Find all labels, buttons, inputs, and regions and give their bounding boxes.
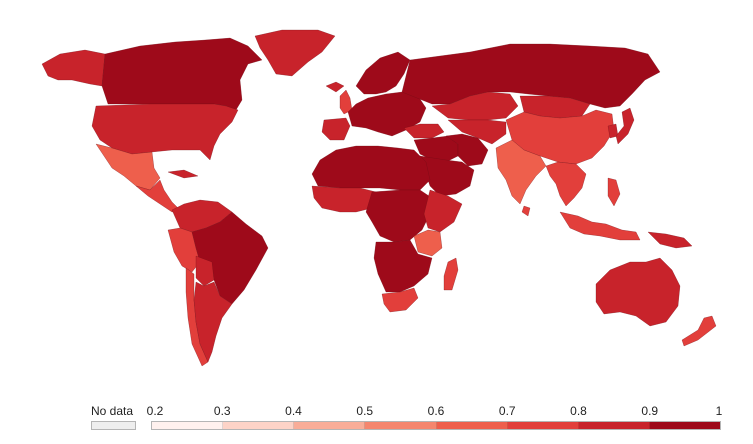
region-north-africa: [311, 145, 431, 191]
region-cuba: [167, 169, 199, 179]
legend-color-scale: [151, 421, 721, 430]
region-europe: [347, 91, 427, 137]
region-madagascar: [443, 257, 459, 291]
legend-tick-label: 0.3: [213, 404, 231, 418]
region-saudi-arabia: [419, 155, 475, 197]
legend-bin-8: [649, 422, 720, 429]
region-brazil: [191, 211, 269, 305]
region-greenland: [254, 29, 336, 77]
region-southeast-asia: [545, 161, 587, 207]
legend-bin-5: [436, 422, 508, 429]
color-legend: No data 0.2 0.3 0.4 0.5 0.6 0.7 0.8 0.9 1: [0, 400, 753, 444]
region-kazakhstan: [431, 91, 519, 121]
world-choropleth-map: [41, 29, 717, 367]
region-south-africa: [381, 287, 419, 313]
region-iran: [445, 133, 489, 167]
legend-bin-7: [578, 422, 650, 429]
legend-tick-label: 0.9: [641, 404, 659, 418]
legend-bin-6: [507, 422, 579, 429]
legend-no-data-swatch: [91, 421, 136, 430]
region-iceland: [325, 81, 345, 93]
region-japan: [615, 107, 635, 145]
region-central-asia: [447, 119, 507, 145]
legend-tick-label: 0.8: [570, 404, 587, 418]
region-scandinavia: [355, 51, 411, 95]
region-alaska: [41, 49, 106, 87]
legend-bin-1: [152, 422, 224, 429]
region-argentina: [193, 281, 233, 363]
region-india: [495, 139, 547, 205]
legend-bin-3: [294, 422, 366, 429]
legend-no-data-label: No data: [91, 404, 134, 418]
region-new-zealand: [681, 315, 717, 347]
region-southern-africa: [373, 239, 433, 293]
region-australia: [595, 257, 681, 327]
region-central-america: [135, 179, 181, 213]
region-tanzania: [413, 229, 443, 257]
legend-tick-label: 1: [715, 404, 723, 418]
legend-tick-label: 0.5: [356, 404, 374, 418]
region-sri-lanka: [521, 205, 531, 217]
legend-bin-4: [365, 422, 437, 429]
region-bolivia: [195, 255, 215, 287]
region-turkey: [403, 123, 445, 139]
legend-tick-label: 0.4: [285, 404, 302, 418]
legend-tick-label: 0.2: [146, 404, 164, 418]
region-west-africa: [311, 185, 377, 213]
legend-bin-2: [223, 422, 295, 429]
region-east-africa: [423, 189, 463, 233]
region-iberia: [321, 117, 351, 141]
region-papua-new-guinea: [647, 231, 693, 249]
region-indonesia: [559, 211, 641, 241]
region-mexico: [95, 143, 161, 191]
region-philippines: [607, 177, 621, 207]
region-canada: [101, 37, 263, 111]
legend-tick-label: 0.6: [427, 404, 445, 418]
legend-tick-label: 0.7: [498, 404, 516, 418]
